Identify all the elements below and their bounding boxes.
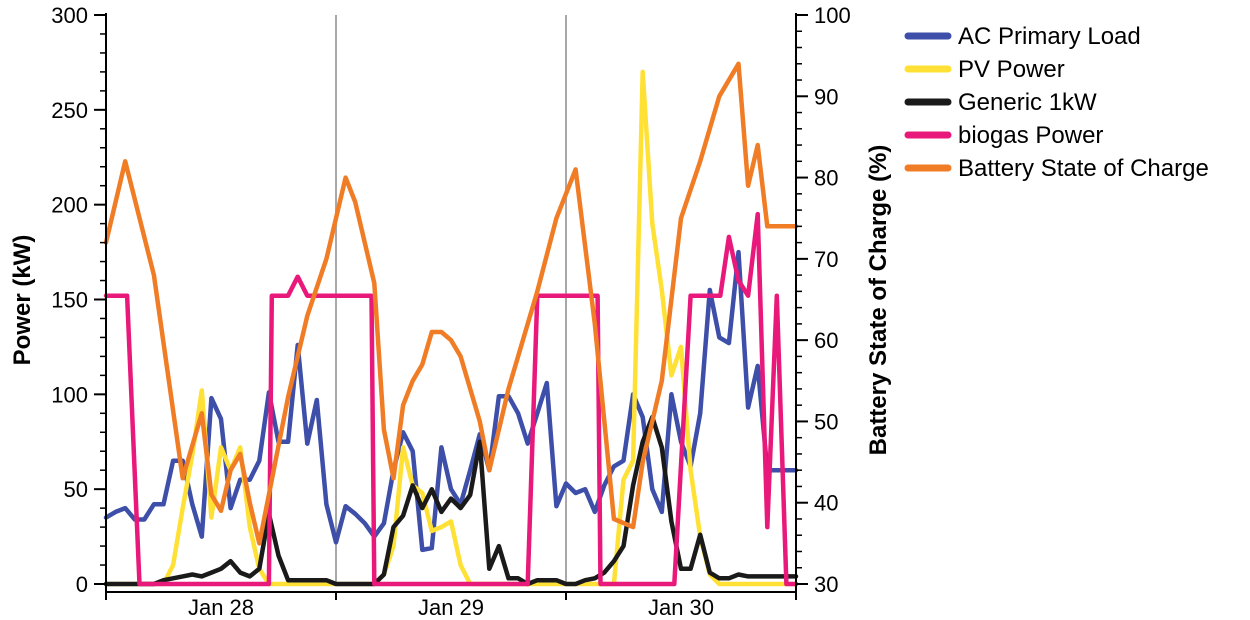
right-tick-label: 40 xyxy=(814,491,838,516)
x-day-label: Jan 29 xyxy=(418,595,484,620)
y2-axis-title: Battery State of Charge (%) xyxy=(865,145,892,456)
series-line-generic-1kw xyxy=(103,414,799,587)
x-day-ticks: Jan 28 Jan 29 Jan 30 xyxy=(105,592,797,620)
right-tick-label: 80 xyxy=(814,166,838,191)
right-tick-label: 90 xyxy=(814,84,838,109)
legend-label-generic-1kw: Generic 1kW xyxy=(958,89,1097,116)
x-day-label: Jan 28 xyxy=(188,595,254,620)
left-tick-label: 150 xyxy=(51,288,88,313)
series-line-battery-state-of-charge xyxy=(103,61,799,546)
left-tick-label: 200 xyxy=(51,193,88,218)
right-tick-label: 30 xyxy=(814,572,838,597)
x-day-label: Jan 30 xyxy=(648,595,714,620)
right-tick-label: 70 xyxy=(814,247,838,272)
legend-label-biogas-power: biogas Power xyxy=(958,122,1103,149)
series-lines xyxy=(103,61,799,587)
series-line-pv-power xyxy=(103,69,799,587)
legend-label-ac-primary-load: AC Primary Load xyxy=(958,23,1141,50)
legend-label-battery-state-of-charge: Battery State of Charge xyxy=(958,155,1209,182)
left-tick-label: 0 xyxy=(76,572,88,597)
left-tick-label: 300 xyxy=(51,3,88,28)
left-tick-label: 50 xyxy=(64,477,88,502)
series-line-biogas-power xyxy=(103,211,799,587)
right-y-ticks: 30 40 50 60 70 80 90 100 xyxy=(796,3,851,597)
left-y-ticks: 0 50 100 150 200 250 300 xyxy=(51,3,106,597)
right-tick-label: 50 xyxy=(814,409,838,434)
left-tick-label: 100 xyxy=(51,382,88,407)
left-tick-label: 250 xyxy=(51,98,88,123)
y-axis-title: Power (kW) xyxy=(9,235,36,366)
legend: AC Primary Load PV Power Generic 1kW biogas… xyxy=(904,23,1209,182)
right-tick-label: 60 xyxy=(814,328,838,353)
right-tick-label: 100 xyxy=(814,3,851,28)
legend-label-pv-power: PV Power xyxy=(958,56,1065,83)
